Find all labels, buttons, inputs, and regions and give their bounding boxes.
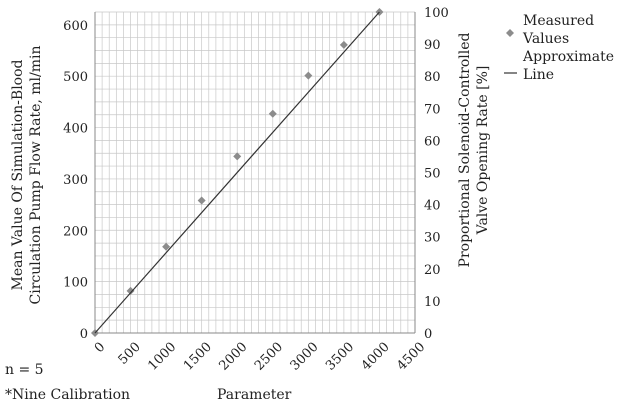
right-tick-label: 30 bbox=[424, 231, 441, 246]
right-tick-label: 90 bbox=[424, 38, 441, 53]
axes bbox=[94, 12, 416, 334]
right-tick-label: 0 bbox=[424, 327, 432, 342]
left-tick-label: 0 bbox=[80, 327, 88, 342]
x-tick-label: 2000 bbox=[216, 340, 250, 374]
right-tick-label: 80 bbox=[424, 70, 441, 85]
data-point bbox=[233, 152, 242, 161]
legend-item-approx-line-1: Approximate bbox=[522, 49, 614, 65]
x-tick-label: 4000 bbox=[359, 340, 393, 374]
legend-item-approx-line-2: Line bbox=[523, 67, 554, 83]
left-tick-label: 600 bbox=[63, 19, 88, 34]
x-tick-label: 2500 bbox=[252, 340, 286, 374]
x-tick-label: 4500 bbox=[394, 340, 428, 374]
right-tick-label: 70 bbox=[424, 102, 441, 117]
left-tick-label: 300 bbox=[63, 173, 88, 188]
data-point bbox=[304, 71, 313, 80]
data-point bbox=[339, 40, 348, 49]
legend-diamond-marker bbox=[506, 29, 514, 37]
data-point bbox=[197, 196, 206, 205]
right-axis-label-line-2: Valve Opening Rate [%] bbox=[475, 66, 491, 236]
x-tick-label: 1500 bbox=[181, 340, 215, 374]
right-tick-label: 60 bbox=[424, 134, 441, 149]
calibration-note: *Nine Calibration bbox=[5, 387, 130, 403]
grid bbox=[94, 11, 416, 334]
right-tick-label: 10 bbox=[424, 295, 441, 310]
data-point bbox=[268, 109, 277, 118]
right-tick-label: 20 bbox=[424, 263, 441, 278]
x-tick-label: 0 bbox=[92, 340, 108, 356]
left-axis-label-line-1: Mean Value Of Simulation-Blood bbox=[10, 59, 26, 290]
left-axis-label-line-2: Circulation Pump Flow Rate, ml/min bbox=[28, 46, 44, 305]
right-tick-label: 50 bbox=[424, 167, 441, 182]
x-axis-label: Parameter bbox=[217, 387, 292, 403]
legend-item-measured-line-1: Measured bbox=[523, 13, 594, 29]
x-tick-label: 1000 bbox=[145, 340, 179, 374]
right-tick-label: 40 bbox=[424, 199, 441, 214]
tick-labels: 0 100 200 300 400 500 600 0 10 20 30 40 50 60 70 80 90 10… bbox=[63, 6, 449, 374]
right-axis-label-line-1: Proportional Solenoid-Controlled bbox=[457, 32, 473, 267]
left-tick-label: 500 bbox=[63, 70, 88, 85]
data-series bbox=[91, 8, 384, 337]
sample-size-note: n = 5 bbox=[5, 362, 44, 378]
left-tick-label: 400 bbox=[63, 122, 88, 137]
data-point bbox=[126, 286, 135, 295]
legend-item-measured-line-2: Values bbox=[522, 31, 569, 47]
left-tick-label: 100 bbox=[63, 276, 88, 291]
approximate-line bbox=[94, 11, 380, 334]
legend: Measured Values Approximate Line bbox=[504, 13, 614, 83]
x-tick-label: 3500 bbox=[323, 340, 357, 374]
x-tick-label: 3000 bbox=[288, 340, 322, 374]
left-tick-label: 200 bbox=[63, 224, 88, 239]
x-tick-label: 500 bbox=[116, 340, 144, 368]
data-point bbox=[162, 242, 171, 251]
right-tick-label: 100 bbox=[424, 6, 449, 21]
